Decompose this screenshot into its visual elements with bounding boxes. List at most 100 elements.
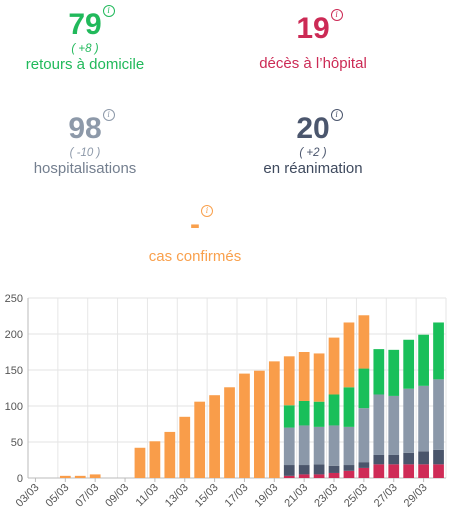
bar-segment-deaths[interactable] bbox=[403, 464, 415, 478]
bar-segment-cases_top[interactable] bbox=[313, 353, 325, 402]
x-tick-label: 13/03 bbox=[163, 482, 191, 510]
cases-value: -i bbox=[190, 205, 213, 242]
x-tick-label: 09/03 bbox=[103, 482, 131, 510]
bar-segment-hosp[interactable] bbox=[358, 408, 370, 463]
bar-segment-home[interactable] bbox=[328, 394, 340, 426]
bar-segment-hosp[interactable] bbox=[328, 425, 340, 466]
bar-segment-home[interactable] bbox=[418, 334, 429, 386]
bar-segment-icu[interactable] bbox=[418, 451, 429, 465]
bar-segment-home[interactable] bbox=[298, 400, 310, 426]
bar-segment-hosp[interactable] bbox=[298, 425, 310, 466]
deaths-label: décès à l’hôpital bbox=[259, 55, 367, 72]
x-tick-label: 19/03 bbox=[252, 482, 280, 510]
bar-segment-deaths[interactable] bbox=[418, 464, 429, 478]
bar-segment-icu[interactable] bbox=[313, 464, 325, 475]
icu-label: en réanimation bbox=[263, 160, 363, 177]
bar-segment-hosp[interactable] bbox=[313, 426, 325, 465]
bar-cases[interactable] bbox=[179, 416, 191, 478]
bar-segment-cases_top[interactable] bbox=[283, 356, 295, 406]
bar-cases[interactable] bbox=[89, 474, 101, 478]
stat-home: 79 i ( +8 ) retours à domicile bbox=[0, 5, 170, 74]
y-tick-label: 200 bbox=[5, 329, 23, 341]
bar-segment-home[interactable] bbox=[403, 339, 415, 389]
x-tick-label: 17/03 bbox=[223, 482, 251, 510]
deaths-value: 19 i bbox=[296, 9, 343, 46]
bar-segment-cases_top[interactable] bbox=[343, 322, 355, 388]
bar-segment-cases_top[interactable] bbox=[328, 337, 340, 395]
bar-segment-home[interactable] bbox=[433, 322, 444, 380]
bar-segment-deaths[interactable] bbox=[328, 472, 340, 478]
home-value: 79 i bbox=[68, 5, 115, 42]
bar-cases[interactable] bbox=[268, 361, 280, 478]
bar-segment-hosp[interactable] bbox=[403, 388, 415, 453]
bar-segment-deaths[interactable] bbox=[358, 467, 370, 478]
bar-cases[interactable] bbox=[134, 447, 146, 478]
bar-segment-deaths[interactable] bbox=[388, 464, 400, 478]
bar-cases[interactable] bbox=[149, 441, 161, 478]
bar-segment-hosp[interactable] bbox=[283, 427, 295, 466]
bar-segment-cases_top[interactable] bbox=[298, 352, 310, 401]
bar-segment-hosp[interactable] bbox=[343, 426, 355, 466]
bar-segment-home[interactable] bbox=[343, 387, 355, 427]
stat-hospitalisations: 98 i ( -10 ) hospitalisations bbox=[0, 109, 170, 178]
x-tick-label: 07/03 bbox=[73, 482, 101, 510]
stat-icu: 20 i ( +2 ) en réanimation bbox=[228, 109, 398, 178]
bar-segment-hosp[interactable] bbox=[433, 379, 444, 450]
bar-segment-deaths[interactable] bbox=[343, 470, 355, 478]
y-tick-label: 150 bbox=[5, 365, 23, 377]
bar-segment-icu[interactable] bbox=[373, 454, 385, 465]
bar-segment-home[interactable] bbox=[283, 405, 295, 428]
icu-delta: ( +2 ) bbox=[299, 147, 327, 159]
bar-segment-home[interactable] bbox=[373, 349, 385, 395]
info-icon[interactable]: i bbox=[201, 205, 213, 217]
x-tick-label: 27/03 bbox=[372, 482, 400, 510]
stat-deaths: 19 i décès à l’hôpital bbox=[228, 9, 398, 73]
bar-segment-cases_top[interactable] bbox=[358, 315, 370, 369]
bar-segment-icu[interactable] bbox=[298, 465, 310, 475]
bar-cases[interactable] bbox=[164, 431, 176, 478]
bar-cases[interactable] bbox=[239, 373, 250, 478]
hosp-label: hospitalisations bbox=[33, 160, 137, 177]
bar-segment-icu[interactable] bbox=[283, 465, 295, 476]
x-tick-label: 05/03 bbox=[43, 482, 71, 510]
x-tick-label: 11/03 bbox=[134, 482, 161, 509]
x-tick-label: 03/03 bbox=[14, 482, 42, 510]
bar-cases[interactable] bbox=[254, 370, 265, 478]
icu-value: 20 i bbox=[296, 109, 343, 146]
x-tick-label: 29/03 bbox=[402, 482, 430, 510]
bar-segment-deaths[interactable] bbox=[373, 464, 385, 478]
hosp-delta: ( -10 ) bbox=[69, 147, 101, 159]
y-tick-label: 100 bbox=[5, 401, 23, 413]
cases-label: cas confirmés bbox=[148, 248, 242, 265]
bar-cases[interactable] bbox=[224, 387, 235, 478]
home-delta: ( +8 ) bbox=[71, 43, 99, 55]
info-icon[interactable]: i bbox=[330, 109, 343, 121]
y-tick-label: 50 bbox=[11, 437, 23, 449]
bar-segment-icu[interactable] bbox=[388, 454, 400, 465]
x-tick-label: 25/03 bbox=[342, 482, 370, 510]
bar-segment-hosp[interactable] bbox=[418, 385, 429, 452]
bar-segment-hosp[interactable] bbox=[388, 395, 400, 455]
bar-segment-icu[interactable] bbox=[403, 452, 415, 465]
bar-cases[interactable] bbox=[74, 475, 86, 478]
bar-segment-deaths[interactable] bbox=[313, 474, 325, 478]
info-icon[interactable]: i bbox=[102, 109, 115, 121]
bar-segment-deaths[interactable] bbox=[433, 464, 444, 478]
bar-segment-icu[interactable] bbox=[433, 449, 444, 465]
bar-segment-home[interactable] bbox=[388, 349, 400, 396]
y-tick-label: 250 bbox=[5, 293, 23, 305]
info-icon[interactable]: i bbox=[330, 9, 343, 21]
bar-segment-deaths[interactable] bbox=[298, 474, 310, 478]
bar-chart: 0 50 100 150 200 250 03/03 05/03 07/03 09/03 11/03… bbox=[5, 293, 447, 510]
bar-segment-home[interactable] bbox=[313, 401, 325, 427]
info-icon[interactable]: i bbox=[102, 5, 115, 17]
bar-segment-icu[interactable] bbox=[358, 462, 370, 468]
bar-segment-deaths[interactable] bbox=[283, 475, 295, 478]
bar-cases[interactable] bbox=[59, 475, 71, 478]
bar-segment-hosp[interactable] bbox=[373, 394, 385, 455]
bar-cases[interactable] bbox=[194, 401, 206, 478]
bar-segment-home[interactable] bbox=[358, 368, 370, 409]
bar-segment-icu[interactable] bbox=[343, 465, 355, 471]
bar-cases[interactable] bbox=[209, 395, 220, 478]
bar-segment-icu[interactable] bbox=[328, 465, 340, 473]
